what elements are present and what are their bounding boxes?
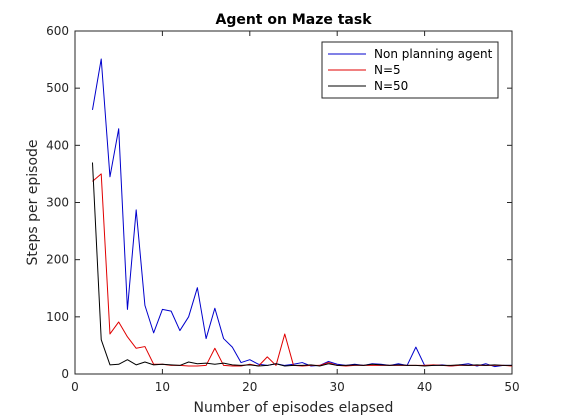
x-axis-label: Number of episodes elapsed [194,400,394,416]
legend-label: N=5 [374,63,401,77]
legend-label: N=50 [374,79,408,93]
y-tick-label: 100 [46,310,69,324]
y-axis-label: Steps per episode [25,139,41,265]
legend-items: Non planning agent N=5 N=50 [328,47,493,93]
legend-label: Non planning agent [374,47,493,61]
series-line-1 [91,58,512,368]
x-tick-label: 20 [242,380,257,394]
chart-title: Agent on Maze task [215,12,372,28]
y-axis: 0 100 200 300 400 500 600 [46,24,512,381]
x-tick-label: 30 [330,380,345,394]
y-tick-label: 600 [46,24,69,38]
x-tick-label: 50 [504,380,519,394]
x-tick-label: 40 [417,380,432,394]
series-layer [91,58,513,368]
y-tick-label: 400 [46,138,69,152]
y-tick-label: 300 [46,196,69,210]
series-line-3 [91,162,512,367]
y-tick-label: 200 [46,253,69,267]
y-tick-label: 0 [61,367,69,381]
y-tick-label: 500 [46,81,69,95]
x-axis: 0 10 20 30 40 50 [71,31,520,394]
legend: Non planning agent N=5 N=50 [321,41,499,99]
x-tick-label: 0 [71,380,79,394]
x-tick-label: 10 [155,380,170,394]
